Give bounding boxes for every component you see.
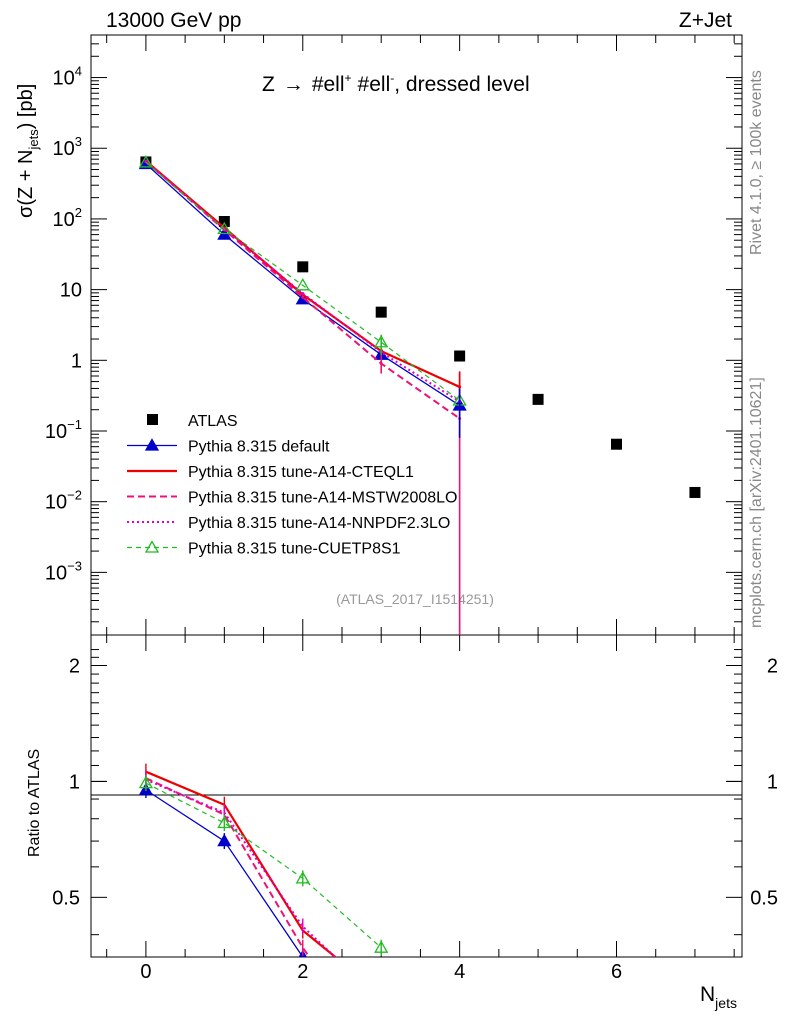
x-tick-label: 4	[454, 961, 465, 983]
main-x-axis	[106, 35, 735, 635]
ratio-y-tick-label: 0.5	[750, 887, 778, 909]
legend-cuetp8s1-marker	[144, 540, 160, 553]
ratio-line-1	[145, 770, 338, 957]
atlas-data-point	[454, 350, 466, 362]
rivet-version-label: Rivet 4.1.0, ≥ 100k events	[748, 70, 765, 255]
y-tick-label: 102	[53, 205, 82, 231]
ratio-line-2	[145, 777, 311, 957]
legend-label: Pythia 8.315 tune-A14-NNPDF2.3LO	[188, 515, 450, 532]
series-point-3	[301, 295, 305, 299]
ratio-x-axis: 0 2 4 6	[106, 635, 735, 983]
ratio-y-axis-label: Ratio to ATLAS	[26, 749, 43, 857]
ratio-y-tick-label: 1	[69, 771, 80, 793]
x-tick-label: 0	[140, 961, 151, 983]
y-axis-label: σ(Z + Njets) [pb]	[15, 84, 41, 218]
header-left: 13000 GeV pp	[106, 9, 241, 32]
y-tick-label: 10−3	[45, 558, 82, 584]
y-tick-label: 10	[60, 280, 82, 302]
ratio-series-layer	[138, 763, 389, 1018]
mcplots-label: mcplots.cern.ch [arXiv:2401.10621]	[748, 377, 765, 628]
legend-default-marker	[144, 438, 160, 451]
atlas-data-point	[532, 393, 544, 405]
legend-atlas-marker	[147, 414, 158, 425]
atlas-data-point	[218, 215, 230, 227]
ratio-plot-frame	[90, 634, 743, 958]
atlas-data-point	[375, 306, 387, 318]
ratio-y-tick-label: 2	[767, 655, 778, 677]
ratio-default-marker	[375, 1007, 387, 1018]
y-tick-label: 103	[53, 134, 82, 160]
cuetp8s1-marker	[138, 155, 154, 168]
series-line-3	[145, 160, 461, 420]
plot-title: Z → #ell+ #ell-, dressed level	[262, 71, 530, 96]
series-line-5	[145, 161, 460, 401]
x-tick-label: 6	[611, 961, 622, 983]
ratio-y-axis: 2 2 1 1 0.5 0.5	[52, 649, 778, 936]
series-point-4	[301, 292, 305, 296]
ratio-y-tick-label: 0.5	[52, 887, 80, 909]
atlas-data-point	[611, 438, 623, 450]
legend-label: Pythia 8.315 tune-A14-CTEQL1	[188, 464, 414, 481]
ratio-y-tick-label: 1	[767, 771, 778, 793]
atlas-data-point	[297, 261, 309, 273]
header-right: Z+Jet	[679, 9, 732, 32]
cuetp8s1-marker	[295, 278, 310, 291]
analysis-id-label: (ATLAS_2017_I1514251)	[336, 591, 494, 607]
y-tick-label: 104	[53, 64, 82, 90]
series-line-2	[145, 160, 461, 388]
legend-label: Pythia 8.315 tune-CUETP8S1	[188, 541, 401, 558]
y-tick-label: 10−1	[45, 417, 82, 443]
legend-label: Pythia 8.315 tune-A14-MSTW2008LO	[188, 490, 457, 507]
x-tick-label: 2	[297, 961, 308, 983]
cuetp8s1-marker	[217, 221, 232, 235]
y-tick-label: 1	[71, 350, 82, 372]
x-axis-label: Njets	[700, 983, 737, 1011]
ratio-line-4	[145, 782, 382, 949]
atlas-data-point	[689, 486, 701, 498]
legend-label: Pythia 8.315 default	[188, 439, 330, 456]
main-series-layer	[138, 155, 701, 635]
legend-label: ATLAS	[188, 413, 238, 430]
y-tick-label: 10−2	[45, 488, 82, 514]
ratio-line-0	[145, 789, 304, 957]
ratio-y-tick-label: 2	[69, 655, 80, 677]
legend: ATLAS Pythia 8.315 default Pythia 8.315 tu…	[127, 413, 457, 558]
